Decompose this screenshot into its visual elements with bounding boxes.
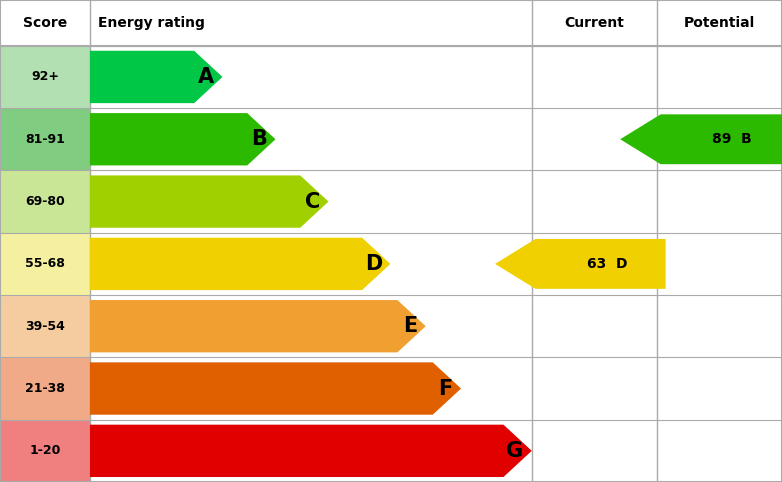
Bar — [532, 108, 657, 171]
Text: Energy rating: Energy rating — [98, 16, 205, 30]
Text: 69-80: 69-80 — [25, 195, 65, 208]
Polygon shape — [620, 114, 782, 164]
Bar — [0, 108, 90, 171]
Bar — [0, 233, 90, 295]
Text: 92+: 92+ — [31, 70, 59, 83]
Text: 63  D: 63 D — [586, 257, 627, 271]
Bar — [90, 233, 532, 295]
Bar — [90, 295, 532, 357]
Bar — [657, 295, 782, 357]
Bar — [532, 357, 657, 420]
Polygon shape — [90, 362, 461, 415]
Text: B: B — [251, 129, 267, 149]
Bar — [90, 108, 532, 171]
Text: G: G — [506, 441, 523, 461]
Text: 21-38: 21-38 — [25, 382, 65, 395]
Bar — [0, 171, 90, 233]
Bar — [0, 0, 782, 46]
Text: D: D — [364, 254, 382, 274]
Bar — [0, 46, 90, 108]
Bar — [532, 420, 657, 482]
Bar — [90, 420, 532, 482]
Text: 1-20: 1-20 — [29, 444, 61, 457]
Text: E: E — [403, 316, 418, 336]
Polygon shape — [90, 300, 425, 352]
Bar — [657, 108, 782, 171]
Bar — [657, 171, 782, 233]
Bar — [90, 357, 532, 420]
Polygon shape — [495, 239, 665, 289]
Bar — [657, 420, 782, 482]
Bar — [657, 233, 782, 295]
Text: 39-54: 39-54 — [25, 320, 65, 333]
Bar — [657, 46, 782, 108]
Polygon shape — [90, 113, 275, 165]
Polygon shape — [90, 51, 222, 103]
Bar — [532, 46, 657, 108]
Polygon shape — [90, 425, 532, 477]
Text: A: A — [198, 67, 214, 87]
Bar — [90, 46, 532, 108]
Bar — [532, 233, 657, 295]
Text: F: F — [439, 378, 453, 399]
Text: 81-91: 81-91 — [25, 133, 65, 146]
Text: C: C — [305, 191, 320, 212]
Text: Current: Current — [565, 16, 624, 30]
Polygon shape — [90, 175, 328, 228]
Text: 89  B: 89 B — [712, 132, 752, 146]
Bar — [532, 295, 657, 357]
Text: Potential: Potential — [683, 16, 755, 30]
Bar — [0, 357, 90, 420]
Text: Score: Score — [23, 16, 67, 30]
Polygon shape — [90, 238, 390, 290]
Bar — [0, 420, 90, 482]
Bar — [90, 171, 532, 233]
Bar — [0, 295, 90, 357]
Text: 55-68: 55-68 — [25, 257, 65, 270]
Bar — [532, 171, 657, 233]
Bar — [657, 357, 782, 420]
